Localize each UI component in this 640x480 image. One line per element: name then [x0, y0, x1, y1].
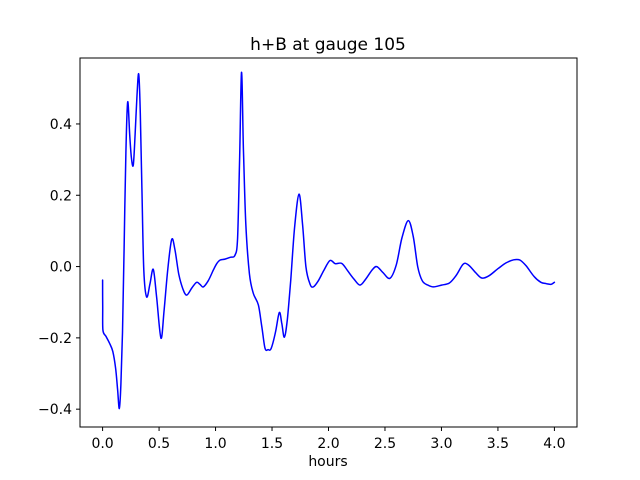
- plot-line: [101, 71, 556, 410]
- x-tick-label: 0.5: [148, 436, 170, 452]
- y-tick-label: −0.2: [38, 331, 72, 347]
- x-axis-label: hours: [308, 454, 347, 470]
- y-tick-label: 0.0: [50, 260, 72, 276]
- x-tick-label: 0.0: [91, 436, 113, 452]
- x-tick-label: 3.5: [487, 436, 509, 452]
- y-ticks: −0.4 −0.2 0.0 0.2 0.4: [38, 117, 80, 418]
- y-tick-label: −0.4: [38, 402, 72, 418]
- x-ticks: 0.0 0.5 1.0 1.5 2.0 2.5 3.0 3.5 4.0: [91, 427, 566, 452]
- x-tick-label: 2.0: [317, 436, 339, 452]
- x-tick-label: 3.0: [430, 436, 452, 452]
- x-tick-label: 4.0: [543, 436, 565, 452]
- chart-title: h+B at gauge 105: [250, 35, 406, 55]
- x-tick-label: 2.5: [374, 436, 396, 452]
- y-tick-label: 0.4: [50, 117, 72, 133]
- x-tick-label: 1.0: [204, 436, 226, 452]
- x-tick-label: 1.5: [261, 436, 283, 452]
- y-tick-label: 0.2: [50, 188, 72, 204]
- axes-frame: [79, 57, 578, 428]
